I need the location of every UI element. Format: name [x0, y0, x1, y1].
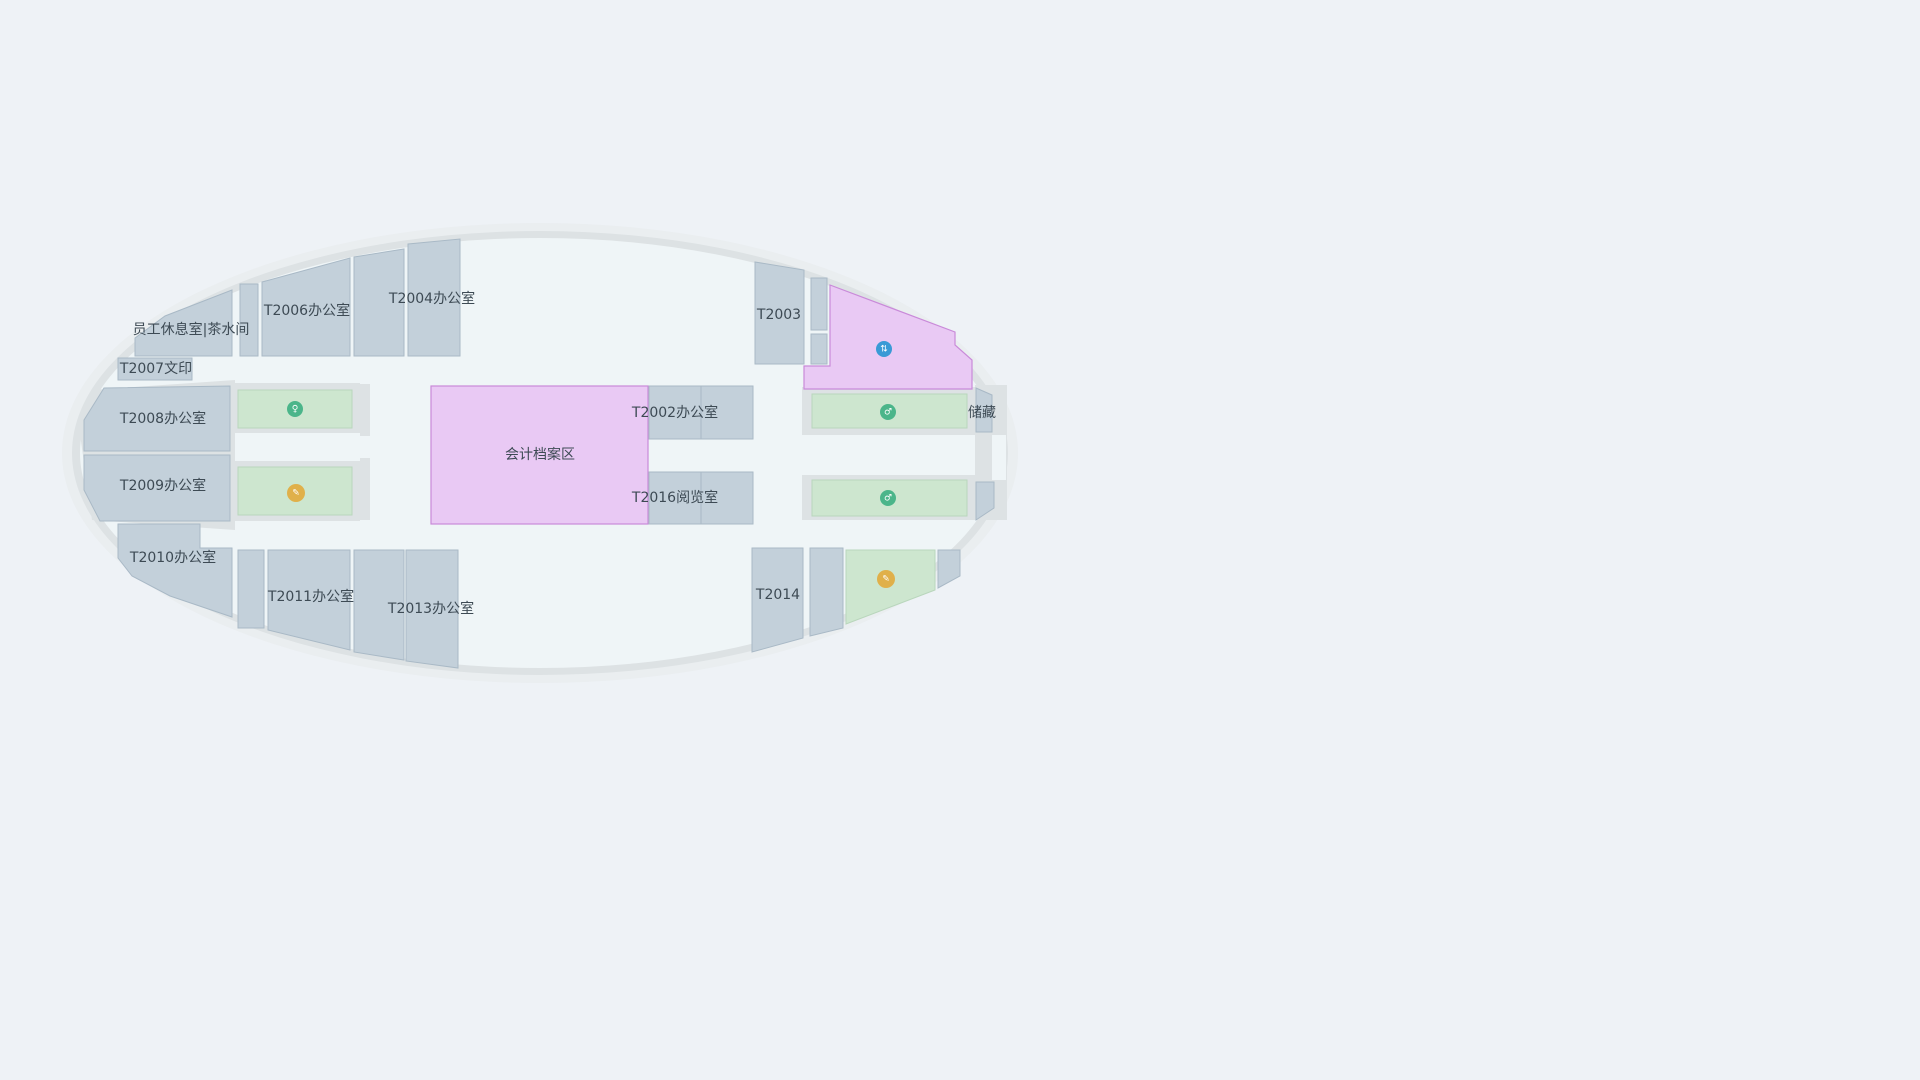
label-t2013: T2013办公室 — [387, 600, 474, 617]
wrench-icon: ✎ — [287, 484, 305, 502]
room-t2011b[interactable] — [353, 549, 405, 661]
room-t2003[interactable] — [754, 261, 805, 365]
wrench-icon: ✎ — [877, 570, 895, 588]
room-t2011[interactable] — [267, 549, 351, 651]
label-staff-lounge: 员工休息室|茶水间 — [133, 321, 250, 338]
room-small-top-right-a[interactable] — [810, 277, 828, 331]
stairs-icon: ⇅ — [876, 341, 892, 357]
room-small-bottom-left[interactable] — [237, 549, 265, 629]
maintenance-right[interactable] — [845, 549, 936, 625]
label-t2011: T2011办公室 — [267, 588, 354, 605]
label-t2007: T2007文印 — [119, 361, 192, 377]
label-accounting-archive: 会计档案区 — [505, 446, 575, 463]
svg-text:⇅: ⇅ — [880, 345, 888, 355]
label-t2008: T2008办公室 — [119, 410, 206, 427]
room-t2006[interactable] — [261, 257, 351, 357]
label-t2014: T2014 — [755, 587, 800, 603]
room-small-top-left[interactable] — [239, 283, 259, 357]
svg-text:♀: ♀ — [292, 405, 299, 415]
svg-text:✎: ✎ — [882, 575, 890, 585]
label-t2016: T2016阅览室 — [631, 489, 718, 506]
room-small-top-right-b[interactable] — [810, 333, 828, 365]
restroom-icon: ♂ — [880, 490, 896, 506]
room-accounting-archive[interactable] — [430, 385, 649, 525]
label-t2009: T2009办公室 — [119, 477, 206, 494]
label-t2004: T2004办公室 — [388, 290, 475, 307]
room-t2010[interactable] — [117, 523, 233, 618]
svg-text:✎: ✎ — [292, 489, 300, 499]
label-t2010: T2010办公室 — [129, 549, 216, 566]
restroom-female-left[interactable] — [237, 389, 353, 429]
room-t2013[interactable] — [405, 549, 459, 669]
room-right-bottom-corner[interactable] — [937, 549, 961, 589]
room-t2014[interactable] — [751, 547, 804, 653]
room-storage[interactable] — [975, 387, 993, 433]
room-t2009[interactable] — [83, 454, 231, 522]
room-stairwell-pink[interactable] — [803, 284, 973, 390]
room-t2007[interactable] — [117, 357, 193, 381]
svg-text:♂: ♂ — [884, 494, 892, 504]
room-t2006b[interactable] — [353, 248, 405, 357]
room-staff-lounge[interactable] — [134, 289, 233, 357]
label-t2003: T2003 — [756, 307, 801, 323]
female-restroom-icon: ♀ — [287, 401, 303, 417]
room-t2014b[interactable] — [809, 547, 844, 637]
label-t2006: T2006办公室 — [263, 302, 350, 319]
restroom-icon: ♂ — [880, 404, 896, 420]
room-right-lower-small[interactable] — [975, 481, 995, 521]
label-storage: 储藏 — [968, 405, 996, 421]
room-t2004[interactable] — [407, 238, 461, 357]
label-t2002: T2002办公室 — [631, 404, 718, 421]
svg-text:♂: ♂ — [884, 408, 892, 418]
room-t2008[interactable] — [83, 385, 231, 452]
